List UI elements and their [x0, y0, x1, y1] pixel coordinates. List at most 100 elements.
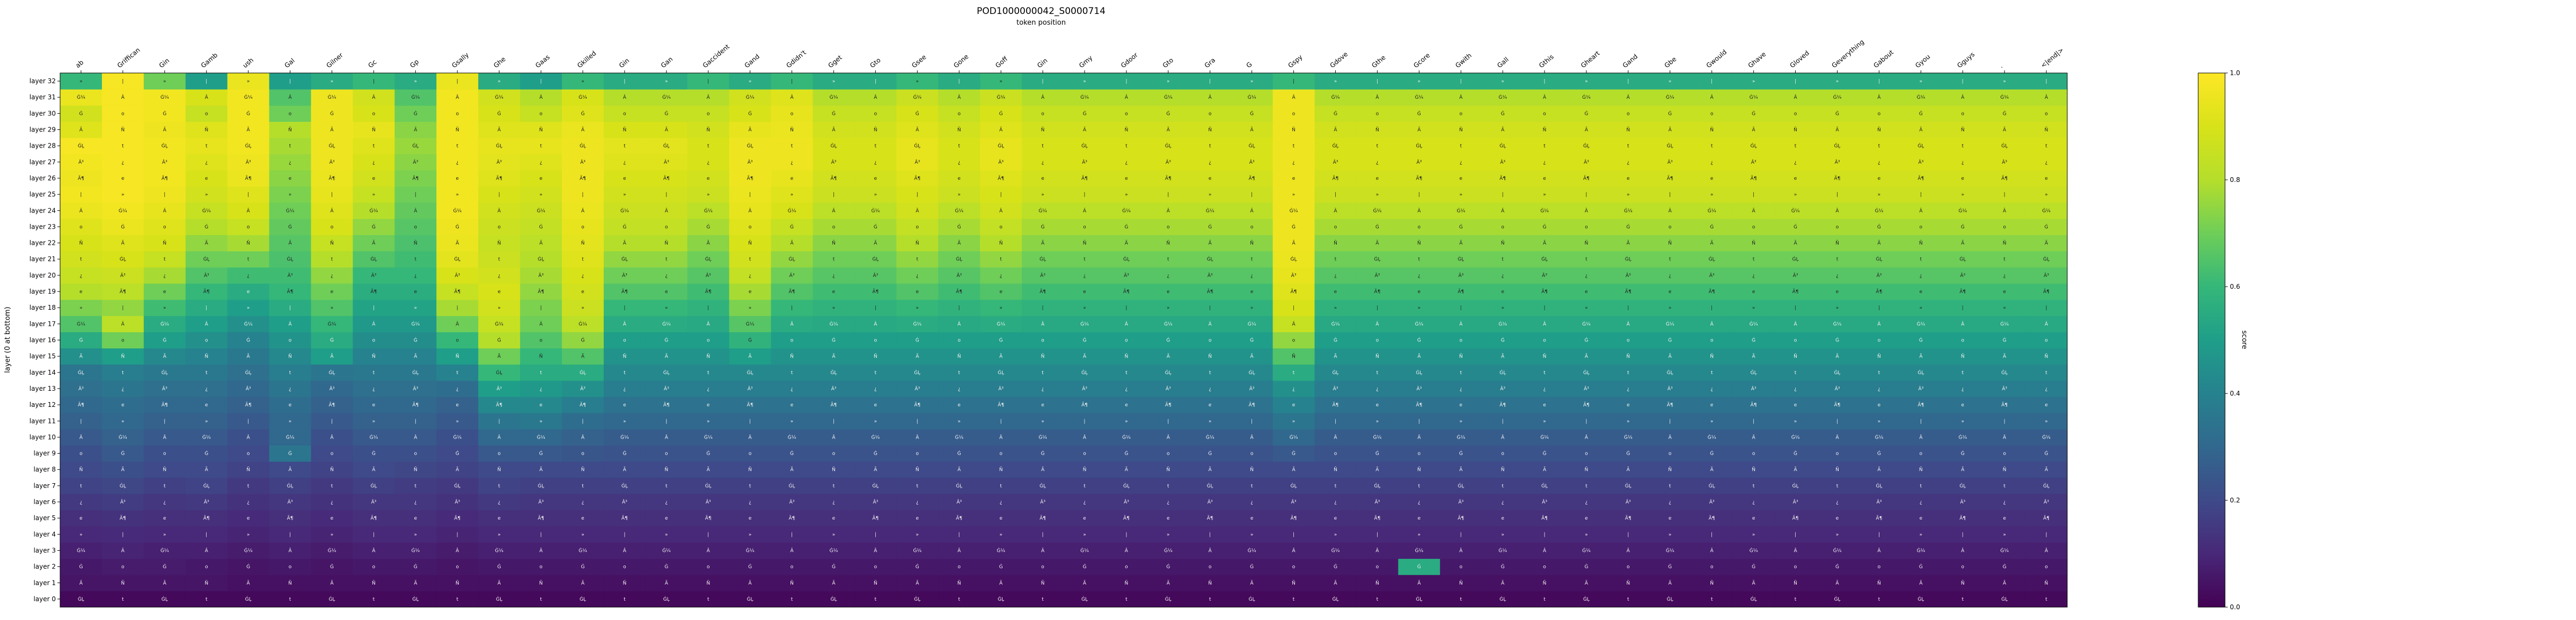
heatmap-cell — [1607, 461, 1650, 478]
cell-token-label: Ġ — [874, 451, 877, 457]
heatmap-cell — [938, 283, 980, 300]
cell-token-label: e — [2045, 176, 2048, 181]
cell-token-label: Ã — [707, 240, 711, 246]
heatmap-cell — [1356, 121, 1399, 138]
cell-token-label: Ã — [372, 240, 376, 246]
heatmap-cell — [562, 558, 604, 575]
colorbar-tick-label: 0.4 — [2230, 390, 2240, 397]
heatmap-cell — [1774, 380, 1817, 397]
cell-token-label: Ġ — [2045, 451, 2048, 457]
cell-token-label: ĠĻ — [412, 143, 419, 149]
heatmap-cell — [520, 137, 562, 155]
heatmap-cell — [1774, 283, 1817, 300]
heatmap-cell — [1984, 235, 2026, 252]
heatmap-cell — [562, 137, 604, 155]
heatmap-cell — [1022, 218, 1064, 236]
heatmap-cell — [1984, 397, 2026, 413]
heatmap-cell — [980, 316, 1022, 332]
cell-token-label: Ñ — [1543, 580, 1547, 586]
cell-token-label: Ġ¼ — [2000, 548, 2009, 553]
heatmap-cell — [1022, 558, 1064, 575]
cell-token-label: ĠĻ — [914, 370, 920, 376]
heatmap-cell — [1984, 300, 2026, 316]
cell-token-label: ĠĻ — [1541, 483, 1548, 489]
heatmap-cell — [645, 413, 688, 429]
cell-token-label: Ġ¼ — [1540, 434, 1549, 440]
cell-token-label: o — [916, 451, 919, 457]
y-tick-label: layer 16 — [30, 337, 56, 344]
cell-token-label: » — [1752, 79, 1755, 84]
cell-token-label: Â — [957, 320, 961, 327]
cell-token-label: ĠĻ — [914, 143, 920, 149]
cell-token-label: | — [1084, 419, 1085, 424]
heatmap-cell — [1314, 558, 1357, 575]
heatmap-cell — [1482, 510, 1524, 527]
cell-token-label: Ġ — [1543, 224, 1547, 230]
heatmap-cell — [1565, 429, 1608, 446]
cell-token-label: Ġ — [832, 111, 836, 116]
cell-token-label: | — [331, 419, 333, 424]
heatmap-cell — [562, 235, 604, 252]
heatmap-cell — [227, 218, 270, 236]
cell-token-label: Â³ — [1835, 159, 1840, 165]
cell-token-label: o — [2003, 451, 2006, 457]
cell-token-label: Ġ¼ — [328, 548, 336, 553]
cell-token-label: | — [749, 419, 751, 424]
cell-token-label: Ñ — [246, 467, 250, 473]
cell-token-label: ¿ — [414, 500, 417, 505]
cell-token-label: ĠĻ — [454, 257, 460, 262]
cell-token-label: » — [163, 305, 166, 311]
cell-token-label: ¿ — [247, 273, 250, 279]
heatmap-cell — [1942, 170, 1984, 187]
heatmap-cell — [687, 137, 730, 155]
colorbar-tick-label: 0.0 — [2230, 603, 2240, 611]
heatmap-cell — [1398, 154, 1440, 171]
heatmap-cell — [311, 300, 353, 316]
cell-token-label: Â — [623, 547, 627, 553]
heatmap-cell — [1482, 251, 1524, 268]
heatmap-cell — [603, 170, 646, 187]
cell-token-label: Ñ — [1752, 467, 1755, 473]
cell-token-label: o — [247, 224, 250, 230]
cell-token-label: o — [1961, 565, 1964, 570]
cell-token-label: Ã — [1417, 127, 1421, 133]
y-tick-label: layer 10 — [30, 433, 56, 441]
heatmap-cell — [311, 121, 353, 138]
cell-token-label: Â³ — [538, 499, 544, 505]
heatmap-cell — [1524, 186, 1566, 203]
cell-token-label: Ġ¼ — [1290, 208, 1298, 214]
cell-token-label: ĠĻ — [747, 596, 753, 602]
heatmap-cell — [687, 283, 730, 300]
heatmap-cell — [101, 493, 144, 510]
cell-token-label: Ñ — [163, 240, 166, 246]
heatmap-cell — [1314, 380, 1357, 397]
heatmap-cell — [896, 89, 939, 106]
cell-token-label: ¿ — [1836, 273, 1839, 279]
heatmap-cell — [687, 413, 730, 429]
heatmap-cell — [1064, 170, 1106, 187]
heatmap-cell — [227, 493, 270, 510]
heatmap-cell — [771, 332, 813, 349]
heatmap-cell — [1732, 202, 1775, 219]
cell-token-label: ¿ — [874, 386, 877, 392]
heatmap-cell — [645, 477, 688, 494]
heatmap-cell — [729, 510, 772, 527]
heatmap-cell — [353, 413, 395, 429]
cell-token-label: t — [456, 597, 458, 602]
heatmap-cell — [1858, 493, 1900, 510]
cell-token-label: ¿ — [289, 386, 291, 392]
cell-token-label: » — [414, 305, 418, 311]
cell-token-label: | — [373, 79, 375, 84]
heatmap-cell — [771, 235, 813, 252]
heatmap-cell — [311, 461, 353, 478]
cell-token-label: ĠĻ — [1876, 257, 1882, 262]
cell-token-label: » — [331, 532, 334, 537]
heatmap-cell — [394, 283, 437, 300]
cell-token-label: Ġ¼ — [1708, 434, 1716, 440]
heatmap-cell — [1858, 526, 1900, 543]
heatmap-cell — [1816, 105, 1858, 122]
heatmap-cell — [1690, 493, 1733, 510]
heatmap-cell — [1816, 186, 1858, 203]
cell-token-label: Ã¶ — [1249, 176, 1255, 181]
heatmap-cell — [478, 461, 521, 478]
